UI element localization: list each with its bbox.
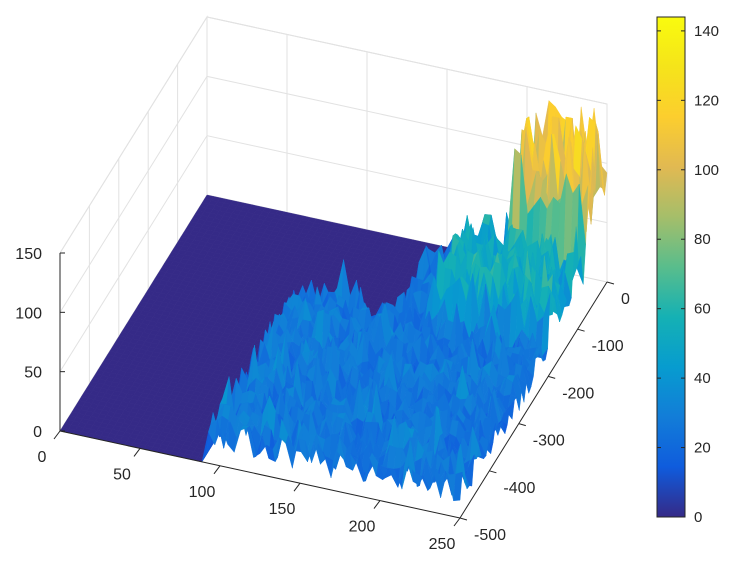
- grid-line: [59, 135, 608, 372]
- x-tick-label: 250: [429, 536, 456, 553]
- colorbar-tick-label: 80: [694, 231, 711, 248]
- colorbar: 0 20 40 60 80 100 120 140: [656, 16, 719, 526]
- x-axis-line: [59, 430, 461, 519]
- x-tick-mark: [293, 482, 301, 492]
- z-tick-label: 0: [33, 424, 42, 441]
- y-tick-mark: [548, 375, 556, 379]
- y-tick-mark: [518, 423, 526, 427]
- colorbar-tick-label: 140: [694, 23, 719, 40]
- y-tick-label: -100: [592, 338, 624, 355]
- colorbar-tick-label: 20: [694, 440, 711, 457]
- y-tick-mark: [577, 328, 585, 332]
- x-tick-mark: [53, 430, 61, 440]
- x-tick-label: 50: [113, 466, 131, 483]
- grid-line: [59, 16, 608, 254]
- x-tick-mark: [453, 517, 461, 527]
- surface-patch: [453, 471, 463, 502]
- colorbar-tick-label: 60: [694, 301, 711, 318]
- z-tick-label: 150: [15, 246, 42, 263]
- colorbar-tick-label: 40: [694, 370, 711, 387]
- colorbar-scale: [656, 16, 686, 518]
- x-tick-mark: [133, 448, 141, 457]
- y-tick-label: -400: [503, 480, 535, 497]
- grid-line: [59, 75, 608, 313]
- y-tick-label: -500: [474, 527, 506, 544]
- x-tick-mark: [213, 465, 221, 475]
- y-axis-line: [459, 281, 608, 519]
- z-tick-label: 100: [15, 305, 42, 322]
- x-tick-label: 0: [38, 449, 47, 466]
- colorbar-tick-label: 0: [694, 509, 702, 526]
- y-tick-label: -200: [562, 385, 594, 402]
- x-tick-mark: [373, 500, 381, 509]
- x-tick-label: 100: [189, 484, 216, 501]
- axis-ticks: 0 50 100 150 0 50 100 150 200 250 0 -100 -200 -300 -40…: [15, 246, 630, 553]
- y-tick-mark: [489, 470, 497, 474]
- x-tick-label: 150: [269, 501, 296, 518]
- z-tick-label: 50: [24, 365, 42, 382]
- y-tick-label: -300: [533, 433, 565, 450]
- colorbar-tick-label: 120: [694, 92, 719, 109]
- surface-mesh: [59, 100, 608, 502]
- y-tick-mark: [459, 517, 468, 521]
- y-tick-mark: [606, 281, 615, 285]
- x-tick-label: 200: [349, 519, 376, 536]
- y-tick-label: 0: [621, 291, 630, 308]
- colorbar-tick-label: 100: [694, 162, 719, 179]
